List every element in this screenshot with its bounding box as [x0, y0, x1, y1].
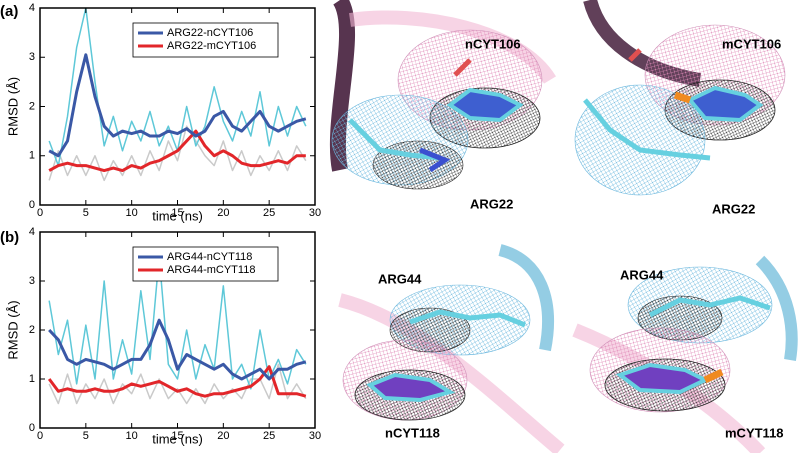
panel-label: (b)	[0, 229, 19, 246]
structure-image	[572, 255, 798, 453]
legend-label: ARG44-mCYT118	[167, 264, 255, 276]
y-tick-label: 3	[29, 275, 35, 287]
structure-label: ARG44	[378, 271, 422, 286]
structure-label: nCYT118	[385, 425, 440, 440]
structure-label: ARG22	[470, 196, 513, 211]
structure-label: ARG22	[712, 201, 755, 216]
raw-line	[48, 125, 307, 182]
y-tick-label: 0	[29, 199, 35, 211]
x-tick-label: 15	[171, 207, 183, 219]
x-tick-label: 0	[37, 207, 43, 219]
structure-image	[574, 0, 786, 196]
x-axis-label: time (ns)	[152, 208, 203, 223]
x-tick-label: 10	[126, 430, 138, 442]
structure-label: mCYT118	[725, 425, 784, 440]
structure-image	[338, 244, 565, 453]
series-line	[48, 318, 307, 381]
y-tick-label: 2	[29, 324, 35, 336]
structure-label: mCYT106	[722, 36, 781, 51]
structure-label: nCYT106	[465, 36, 521, 51]
y-tick-label: 3	[29, 51, 35, 63]
y-tick-label: 0	[29, 422, 35, 434]
x-tick-label: 0	[37, 430, 43, 442]
legend-box	[132, 22, 279, 58]
x-tick-label: 25	[263, 207, 275, 219]
legend-label: ARG22-nCYT106	[167, 27, 253, 39]
series-line	[47, 365, 307, 398]
legend-box	[132, 246, 279, 282]
x-tick-label: 20	[217, 207, 229, 219]
structure-label: ARG44	[620, 267, 664, 282]
y-tick-label: 4	[29, 226, 35, 238]
chart: 0 5 10 15 20 25 30 0 1 2 3 4 time (ns) RMSD (Å) ARG44-…	[5, 226, 321, 447]
x-tick-label: 15	[171, 430, 183, 442]
y-tick-label: 1	[29, 373, 35, 385]
x-tick-label: 20	[217, 430, 229, 442]
legend-label: ARG44-nCYT118	[167, 251, 252, 263]
structure-image	[329, 0, 556, 190]
chart: 0 5 10 15 20 25 30 0 1 2 3 4 time (ns) RMSD (Å) ARG22-…	[5, 2, 321, 224]
x-tick-label: 30	[309, 207, 321, 219]
x-tick-label: 5	[83, 207, 89, 219]
y-axis-label: RMSD (Å)	[5, 77, 20, 136]
panel-label: (a)	[0, 3, 18, 20]
x-tick-label: 25	[263, 430, 275, 442]
x-tick-label: 10	[126, 207, 138, 219]
x-axis-label: time (ns)	[152, 431, 203, 446]
legend-label: ARG22-mCYT106	[167, 40, 256, 52]
y-tick-label: 1	[29, 150, 35, 162]
y-axis-label: RMSD (Å)	[5, 300, 20, 359]
y-tick-label: 4	[29, 2, 35, 14]
raw-line	[48, 363, 307, 405]
x-tick-label: 30	[309, 430, 321, 442]
series-line	[48, 53, 307, 158]
x-tick-label: 5	[83, 430, 89, 442]
y-tick-label: 2	[29, 100, 35, 112]
series-line	[48, 129, 306, 173]
